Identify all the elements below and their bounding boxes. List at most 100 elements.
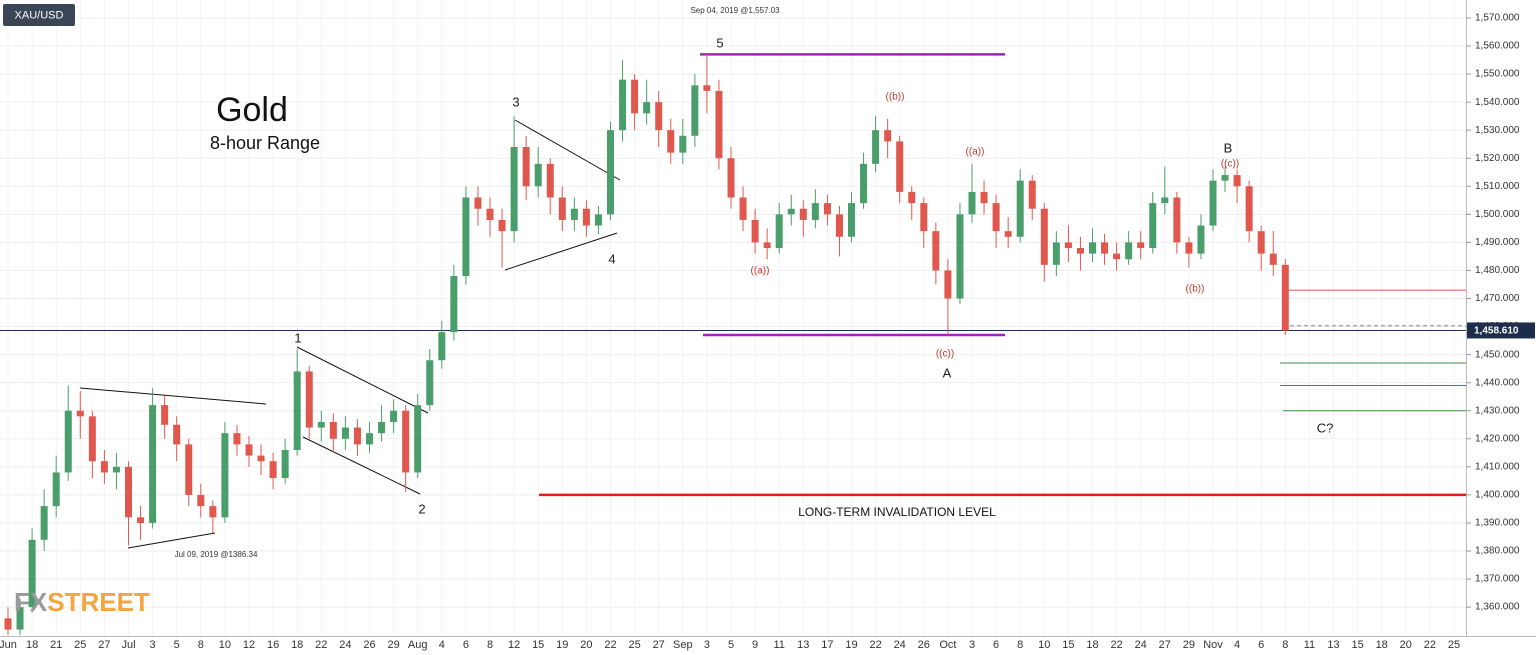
wave-label: 2 [418,501,425,516]
y-tick-label: 1,530.000 [1475,125,1520,136]
logo-fx: FX [14,587,48,617]
candle-body [257,455,265,462]
x-tick-label: 18 [1086,639,1098,651]
x-tick-label: Oct [939,639,956,651]
last-price-label: 1,458.610 [1474,326,1519,337]
candle-body [703,85,711,91]
axes: 1,360.000 1,370.000 1,380.000 1,390.000 1,40… [0,13,1535,651]
candle-body [835,214,843,237]
candle-body [546,163,554,198]
x-tick-label: 25 [628,639,640,651]
candle-body [848,203,855,237]
candle-body [1040,208,1048,265]
candle-body [811,203,819,220]
y-tick-label: 1,370.000 [1475,574,1520,585]
candle-body [28,539,36,608]
wave-label: ((b)) [1186,284,1205,295]
candle-body [968,191,976,215]
candle-body [667,130,675,153]
x-tick-label: 19 [556,639,568,651]
candle-body [16,607,24,630]
x-tick-label: 22 [604,639,616,651]
candle-body [462,197,470,277]
low-note: Jul 09, 2019 @1386.34 [175,550,258,559]
trend-line [127,532,216,549]
wave-label: ((b)) [886,92,905,103]
wave-label: 5 [716,35,723,50]
y-tick-label: 1,450.000 [1475,349,1520,360]
x-tick-label: 29 [387,639,399,651]
x-tick-label: 10 [219,639,231,651]
candle-body [100,461,108,473]
candle-body [619,79,627,131]
x-tick-label: 15 [1062,639,1074,651]
last-price-tag [1467,322,1535,339]
candle-body [486,208,494,220]
candle-body [823,203,831,215]
candle-body [727,158,735,198]
x-tick-label: 24 [339,639,351,651]
x-tick-label: 18 [291,639,303,651]
candle-body [594,214,602,226]
candle-body [691,85,699,136]
candle-body [1076,248,1084,254]
y-tick-label: 1,400.000 [1475,490,1520,501]
y-tick-label: 1,440.000 [1475,377,1520,388]
x-tick-label: Jul [121,639,135,651]
x-tick-label: 20 [1400,639,1412,651]
candle-body [1113,253,1121,260]
x-tick-label: 18 [26,639,38,651]
candle-body [317,421,325,428]
y-tick-label: 1,380.000 [1475,546,1520,557]
trend-line [504,232,618,271]
wave-label: 1 [294,330,301,345]
x-tick-label: 10 [1038,639,1050,651]
candle-body [1185,242,1193,254]
candle-body [173,424,181,445]
candle-body [558,197,566,220]
x-tick-label: 15 [532,639,544,651]
candle-body [1028,180,1036,209]
x-tick-label: 18 [1376,639,1388,651]
x-tick-label: 12 [508,639,520,651]
candle-body [1137,242,1145,249]
candle-body [1233,175,1241,187]
wave-label: ((c)) [1221,159,1239,170]
candle-body [233,433,241,445]
wave-label: C? [1317,420,1334,435]
x-tick-label: 25 [1448,639,1460,651]
candle-body [450,276,458,333]
trend-line [514,119,621,181]
logo: FXSTREET [14,587,150,617]
x-tick-label: 22 [1110,639,1122,651]
symbol-badge [3,4,75,26]
x-tick-label: 6 [1258,639,1264,651]
candle-body [607,130,614,215]
chart-title: Gold [216,91,288,129]
wave-label: ((a)) [751,266,770,277]
x-tick-label: 16 [267,639,279,651]
x-tick-label: 6 [463,639,469,651]
candle-body [1269,253,1277,265]
candle-body [932,231,940,271]
x-tick-label: 22 [869,639,881,651]
candle-body [1281,264,1289,331]
candle-body [787,208,795,215]
candle-body [643,102,651,114]
x-tick-label: 24 [894,639,906,651]
x-tick-label: 26 [918,639,930,651]
candle-body [1161,197,1169,204]
x-tick-label: 27 [98,639,110,651]
x-tick-label: 20 [580,639,592,651]
candle-body [137,517,145,523]
x-tick-label: Sep [673,639,693,651]
candle-body [1149,203,1157,249]
candle-body [498,219,506,232]
candle-body [510,147,518,232]
y-tick-label: 1,480.000 [1475,265,1520,276]
x-tick-label: 4 [1234,639,1240,651]
candle-body [112,466,120,473]
candle-body [570,208,578,220]
candle-body [631,79,639,114]
